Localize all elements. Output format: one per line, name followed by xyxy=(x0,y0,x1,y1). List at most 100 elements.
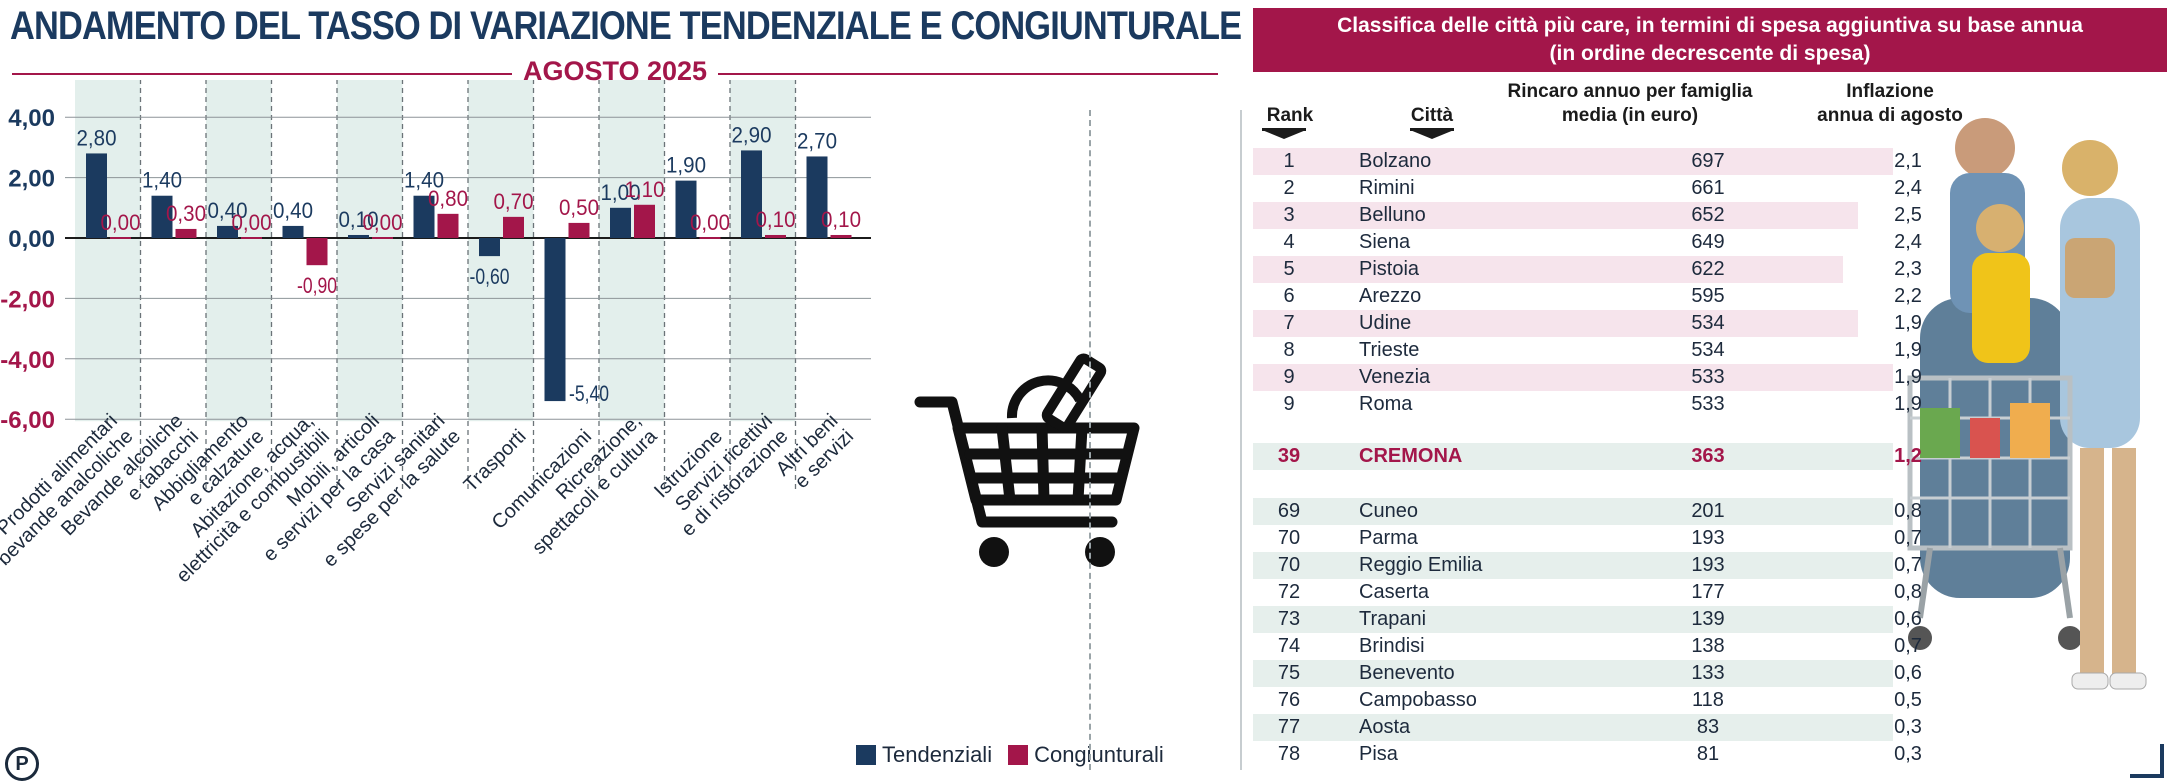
cell-infl: 0,7 xyxy=(1894,527,1922,549)
cell-infl: 0,8 xyxy=(1894,500,1922,522)
table-row: 6 Arezzo 595 2,2 xyxy=(1253,283,1921,310)
data-label: 0,40 xyxy=(208,198,248,223)
table-row: 73 Trapani 139 0,6 xyxy=(1253,606,1922,633)
title-rule xyxy=(718,73,1218,75)
title-rule xyxy=(12,73,512,75)
table-row: 4 Siena 649 2,4 xyxy=(1253,229,1921,256)
legend-label: Tendenziali xyxy=(882,742,993,767)
cell-infl: 2,3 xyxy=(1894,258,1922,280)
cell-city: Cuneo xyxy=(1359,500,1418,522)
bar-chart: 4,002,000,00-2,00-4,00-6,002,801,400,40 0… xyxy=(0,80,871,587)
bar-congiunturali xyxy=(699,237,721,239)
bar-tendenziali xyxy=(86,153,107,238)
category-band xyxy=(337,80,403,422)
legend-swatch xyxy=(1008,745,1029,765)
table-row: 39 CREMONA 363 1,2 xyxy=(1253,443,1922,470)
cell-rank: 1 xyxy=(1283,150,1295,172)
bar-congiunturali xyxy=(437,213,459,238)
data-label: 1,00 xyxy=(601,180,641,205)
table-title: Classifica delle città più care, in term… xyxy=(1253,8,2167,72)
chart-panel: ANDAMENTO DEL TASSO DI VARIAZIONE TENDEN… xyxy=(0,4,1242,781)
chart-legend: Tendenziali Congiunturali xyxy=(856,742,1164,768)
y-tick-label: -6,00 xyxy=(0,407,55,434)
cell-amount: 622 xyxy=(1691,258,1725,280)
y-tick-label: 0,00 xyxy=(8,226,55,253)
table-row: 74 Brindisi 138 0,7 xyxy=(1253,633,1922,660)
table-row: 70 Reggio Emilia 193 0,7 xyxy=(1253,552,1922,579)
cell-city: Brindisi xyxy=(1359,635,1425,657)
data-label: 0,30 xyxy=(166,201,206,226)
data-label: 1,40 xyxy=(142,168,182,193)
table-row: 3 Belluno 652 2,5 xyxy=(1253,202,1922,229)
cell-city: Arezzo xyxy=(1359,285,1422,307)
cell-infl: 0,5 xyxy=(1894,689,1922,711)
bar-congiunturali xyxy=(568,222,590,238)
cell-rank: 9 xyxy=(1283,366,1295,388)
bar-congiunturali xyxy=(306,238,328,266)
cell-rank: 74 xyxy=(1277,635,1301,657)
column-header-amount-line1: Rincaro annuo per famiglia xyxy=(1507,81,1753,102)
bar-tendenziali xyxy=(610,207,631,238)
bar-congiunturali xyxy=(110,237,131,239)
category-band xyxy=(468,80,534,422)
data-label: 1,40 xyxy=(404,168,444,193)
data-label: 2,70 xyxy=(797,128,837,153)
column-header-city: Città xyxy=(1410,105,1454,126)
cell-rank: 70 xyxy=(1277,527,1301,549)
bar-congiunturali xyxy=(634,204,655,238)
category-band xyxy=(75,80,141,422)
publisher-logo: P xyxy=(5,747,39,781)
data-label: 1,10 xyxy=(625,177,665,202)
cell-city: Belluno xyxy=(1359,204,1426,226)
bar-tendenziali xyxy=(675,180,697,238)
column-header-inflation-line2: annua di agosto xyxy=(1817,105,1963,126)
table-row: 72 Caserta 177 0,8 xyxy=(1253,579,1922,606)
cell-rank: 73 xyxy=(1277,608,1301,630)
cell-amount: 83 xyxy=(1696,716,1720,738)
cell-infl: 2,5 xyxy=(1894,204,1922,226)
cell-amount: 533 xyxy=(1691,393,1725,415)
bar-tendenziali xyxy=(806,156,828,238)
bar-tendenziali xyxy=(741,150,762,238)
cell-infl: 2,2 xyxy=(1894,285,1922,307)
bar-congiunturali xyxy=(765,234,786,238)
cell-amount: 649 xyxy=(1691,231,1725,253)
cell-infl: 0,6 xyxy=(1894,608,1922,630)
cell-city: Pistoia xyxy=(1359,258,1420,280)
cell-infl: 1,9 xyxy=(1894,393,1922,415)
table-divider xyxy=(1089,110,1091,770)
data-label: 0,40 xyxy=(273,198,313,223)
data-label: -0,60 xyxy=(470,264,510,289)
table-row: 77 Aosta 83 0,3 xyxy=(1253,714,1922,741)
cell-amount: 595 xyxy=(1691,285,1725,307)
column-header-inflation: Inflazione annua di agosto xyxy=(1750,80,2030,128)
cell-amount: 139 xyxy=(1691,608,1725,630)
data-label: 0,70 xyxy=(494,189,534,214)
cell-amount: 697 xyxy=(1691,150,1725,172)
bar-tendenziali xyxy=(413,195,435,238)
cell-amount: 533 xyxy=(1691,366,1725,388)
legend-label: Congiunturali xyxy=(1034,742,1164,767)
cell-infl: 2,1 xyxy=(1894,150,1922,172)
legend-item-tendenziali: Tendenziali xyxy=(856,742,992,768)
bar-congiunturali xyxy=(503,216,524,238)
shopping-cart-icon xyxy=(914,353,1140,567)
cell-city: Benevento xyxy=(1359,662,1455,684)
category-band xyxy=(599,80,665,422)
cell-rank: 78 xyxy=(1277,743,1301,765)
cell-city: Aosta xyxy=(1359,716,1411,738)
cell-infl: 2,4 xyxy=(1894,231,1922,253)
cell-amount: 133 xyxy=(1691,662,1725,684)
cell-rank: 4 xyxy=(1283,231,1295,253)
cell-amount: 534 xyxy=(1691,339,1725,361)
bar-congiunturali xyxy=(241,237,262,239)
cell-city: Rimini xyxy=(1359,177,1415,199)
cell-city: Siena xyxy=(1359,231,1411,253)
table-row: 5 Pistoia 622 2,3 xyxy=(1253,256,1922,283)
bar-tendenziali xyxy=(282,225,304,238)
cell-amount: 193 xyxy=(1691,554,1725,576)
cell-city: Venezia xyxy=(1359,366,1431,388)
table-divider xyxy=(1240,110,1242,770)
bar-congiunturali xyxy=(372,237,393,239)
